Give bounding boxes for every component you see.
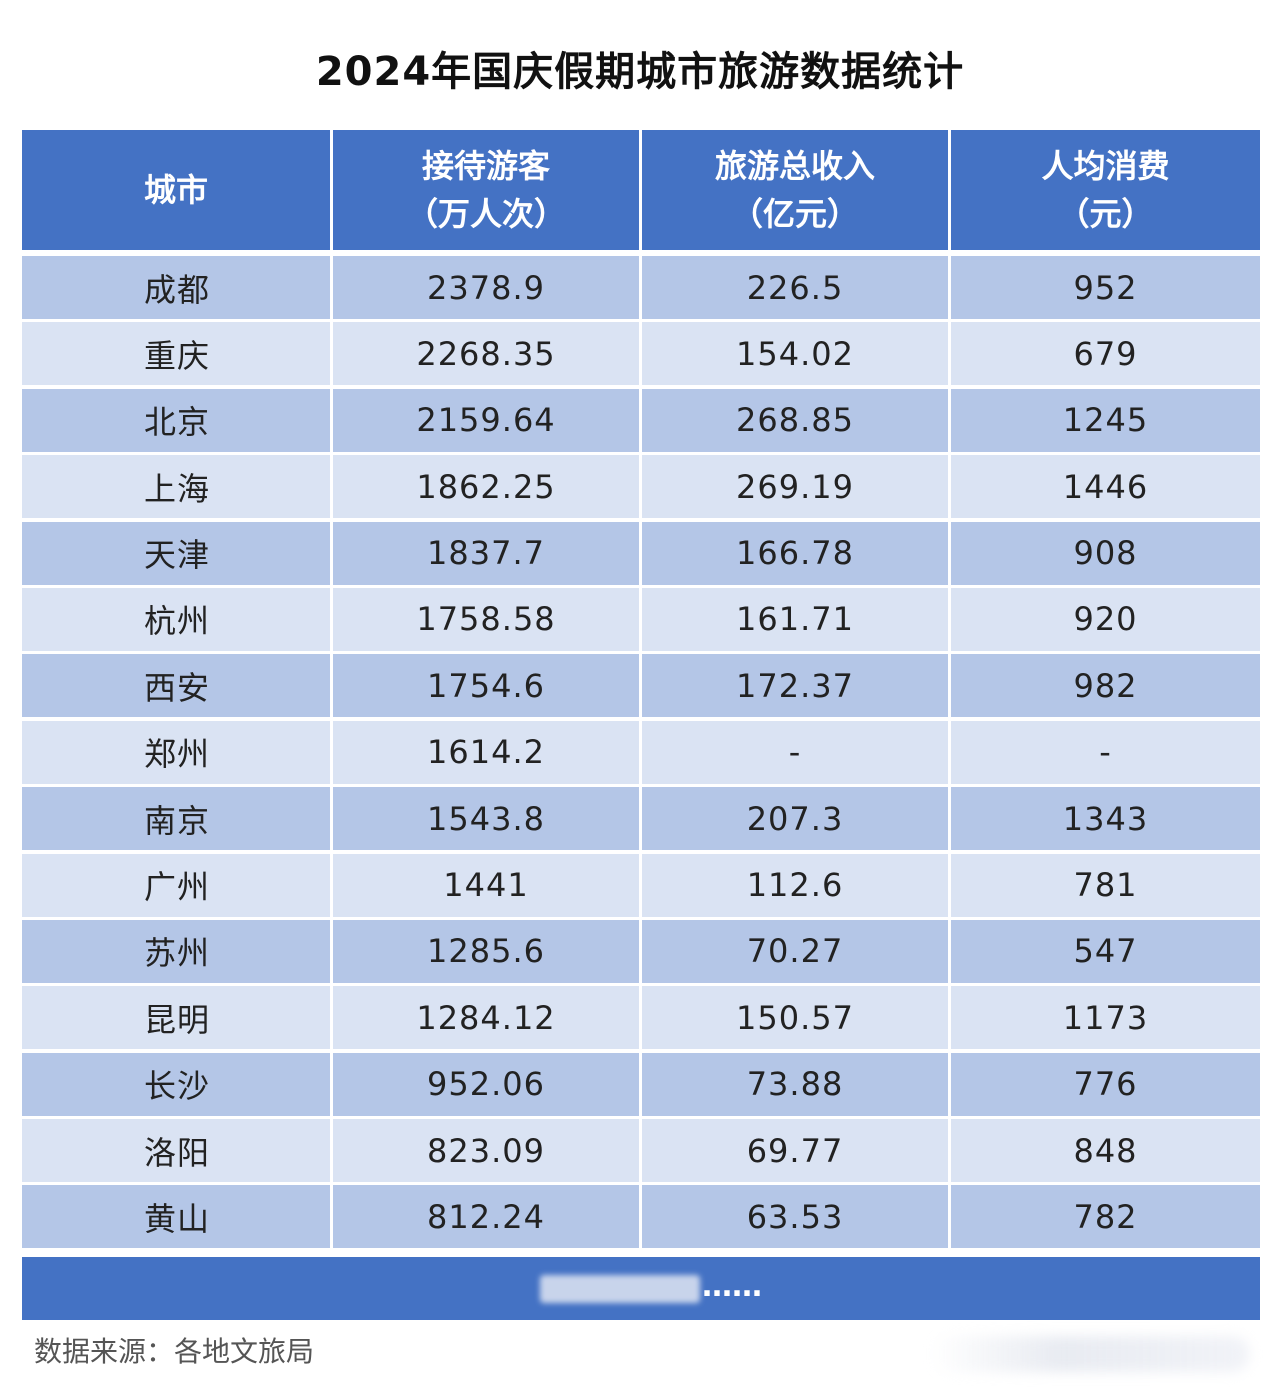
cell-revenue: -: [639, 720, 948, 784]
cell-visitors: 1543.8: [330, 787, 639, 851]
cell-city: 上海: [22, 455, 330, 519]
header-revenue-label: 旅游总收入: [714, 147, 875, 185]
cell-visitors: 2159.64: [330, 388, 639, 452]
cell-city: 苏州: [22, 919, 330, 983]
header-visitors-label: 接待游客: [421, 147, 550, 185]
cell-visitors: 1614.2: [330, 720, 639, 784]
cell-visitors: 812.24: [330, 1185, 639, 1249]
table-row: 广州 1441 112.6 781: [22, 853, 1260, 917]
table-row: 杭州 1758.58 161.71 920: [22, 587, 1260, 651]
cell-revenue: 150.57: [639, 986, 948, 1050]
table-row: 长沙 952.06 73.88 776: [22, 1052, 1260, 1116]
cell-city: 杭州: [22, 587, 330, 651]
table-row: 重庆 2268.35 154.02 679: [22, 322, 1260, 386]
cell-revenue: 269.19: [639, 455, 948, 519]
table-row: 西安 1754.6 172.37 982: [22, 654, 1260, 718]
footer-ellipsis: ……: [702, 1269, 762, 1304]
cell-per-capita: 679: [948, 322, 1260, 386]
cell-visitors: 1758.58: [330, 587, 639, 651]
table-row: 洛阳 823.09 69.77 848: [22, 1119, 1260, 1183]
cell-revenue: 268.85: [639, 388, 948, 452]
header-city: 城市: [22, 130, 330, 250]
header-revenue-unit: （亿元）: [730, 195, 859, 233]
cell-visitors: 1284.12: [330, 986, 639, 1050]
cell-per-capita: 1446: [948, 455, 1260, 519]
cell-per-capita: 848: [948, 1119, 1260, 1183]
table-row: 上海 1862.25 269.19 1446: [22, 455, 1260, 519]
cell-per-capita: 1173: [948, 986, 1260, 1050]
cell-visitors: 823.09: [330, 1119, 639, 1183]
cell-per-capita: 1343: [948, 787, 1260, 851]
blurred-text: [540, 1275, 700, 1303]
cell-revenue: 161.71: [639, 587, 948, 651]
cell-city: 成都: [22, 256, 330, 319]
cell-per-capita: 776: [948, 1052, 1260, 1116]
table-header-row: 城市 接待游客 （万人次） 旅游总收入 （亿元） 人均消费 （元）: [22, 130, 1260, 250]
cell-revenue: 112.6: [639, 853, 948, 917]
tourism-data-table: 城市 接待游客 （万人次） 旅游总收入 （亿元） 人均消费 （元） 成都 237…: [22, 130, 1260, 1252]
table-row: 成都 2378.9 226.5 952: [22, 256, 1260, 319]
cell-per-capita: 952: [948, 256, 1260, 319]
cell-per-capita: 920: [948, 587, 1260, 651]
table-row: 南京 1543.8 207.3 1343: [22, 787, 1260, 851]
cell-city: 郑州: [22, 720, 330, 784]
cell-revenue: 207.3: [639, 787, 948, 851]
cell-per-capita: 1245: [948, 388, 1260, 452]
header-visitors: 接待游客 （万人次）: [330, 130, 639, 250]
table-footer-bar: ……: [22, 1257, 1260, 1320]
cell-city: 重庆: [22, 322, 330, 386]
cell-revenue: 63.53: [639, 1185, 948, 1249]
cell-per-capita: 781: [948, 853, 1260, 917]
cell-per-capita: 908: [948, 521, 1260, 585]
header-per-capita-label: 人均消费: [1041, 147, 1170, 185]
cell-city: 天津: [22, 521, 330, 585]
header-per-capita-unit: （元）: [1057, 195, 1154, 233]
header-visitors-unit: （万人次）: [405, 195, 566, 233]
cell-city: 南京: [22, 787, 330, 851]
cell-revenue: 172.37: [639, 654, 948, 718]
cell-revenue: 73.88: [639, 1052, 948, 1116]
header-revenue: 旅游总收入 （亿元）: [639, 130, 948, 250]
page-title: 2024年国庆假期城市旅游数据统计: [315, 49, 965, 95]
header-per-capita: 人均消费 （元）: [948, 130, 1260, 250]
cell-city: 北京: [22, 388, 330, 452]
table-row: 郑州 1614.2 - -: [22, 720, 1260, 784]
cell-visitors: 952.06: [330, 1052, 639, 1116]
cell-city: 洛阳: [22, 1119, 330, 1183]
cell-revenue: 226.5: [639, 256, 948, 319]
cell-city: 西安: [22, 654, 330, 718]
cell-revenue: 69.77: [639, 1119, 948, 1183]
cell-per-capita: -: [948, 720, 1260, 784]
cell-visitors: 2268.35: [330, 322, 639, 386]
cell-revenue: 154.02: [639, 322, 948, 386]
data-source-note: 数据来源：各地文旅局: [34, 1335, 315, 1368]
table-row: 天津 1837.7 166.78 908: [22, 521, 1260, 585]
table-row: 苏州 1285.6 70.27 547: [22, 919, 1260, 983]
cell-visitors: 1862.25: [330, 455, 639, 519]
table-row: 昆明 1284.12 150.57 1173: [22, 986, 1260, 1050]
table-row: 北京 2159.64 268.85 1245: [22, 388, 1260, 452]
cell-per-capita: 782: [948, 1185, 1260, 1249]
cell-visitors: 1441: [330, 853, 639, 917]
cell-city: 黄山: [22, 1185, 330, 1249]
cell-per-capita: 547: [948, 919, 1260, 983]
cell-per-capita: 982: [948, 654, 1260, 718]
cell-city: 广州: [22, 853, 330, 917]
blurred-watermark: [930, 1336, 1250, 1372]
cell-visitors: 2378.9: [330, 256, 639, 319]
cell-city: 昆明: [22, 986, 330, 1050]
cell-revenue: 70.27: [639, 919, 948, 983]
cell-revenue: 166.78: [639, 521, 948, 585]
table-body: 成都 2378.9 226.5 952 重庆 2268.35 154.02 67…: [22, 256, 1260, 1249]
header-city-label: 城市: [144, 171, 209, 209]
cell-visitors: 1837.7: [330, 521, 639, 585]
cell-visitors: 1285.6: [330, 919, 639, 983]
cell-city: 长沙: [22, 1052, 330, 1116]
cell-visitors: 1754.6: [330, 654, 639, 718]
table-row: 黄山 812.24 63.53 782: [22, 1185, 1260, 1249]
